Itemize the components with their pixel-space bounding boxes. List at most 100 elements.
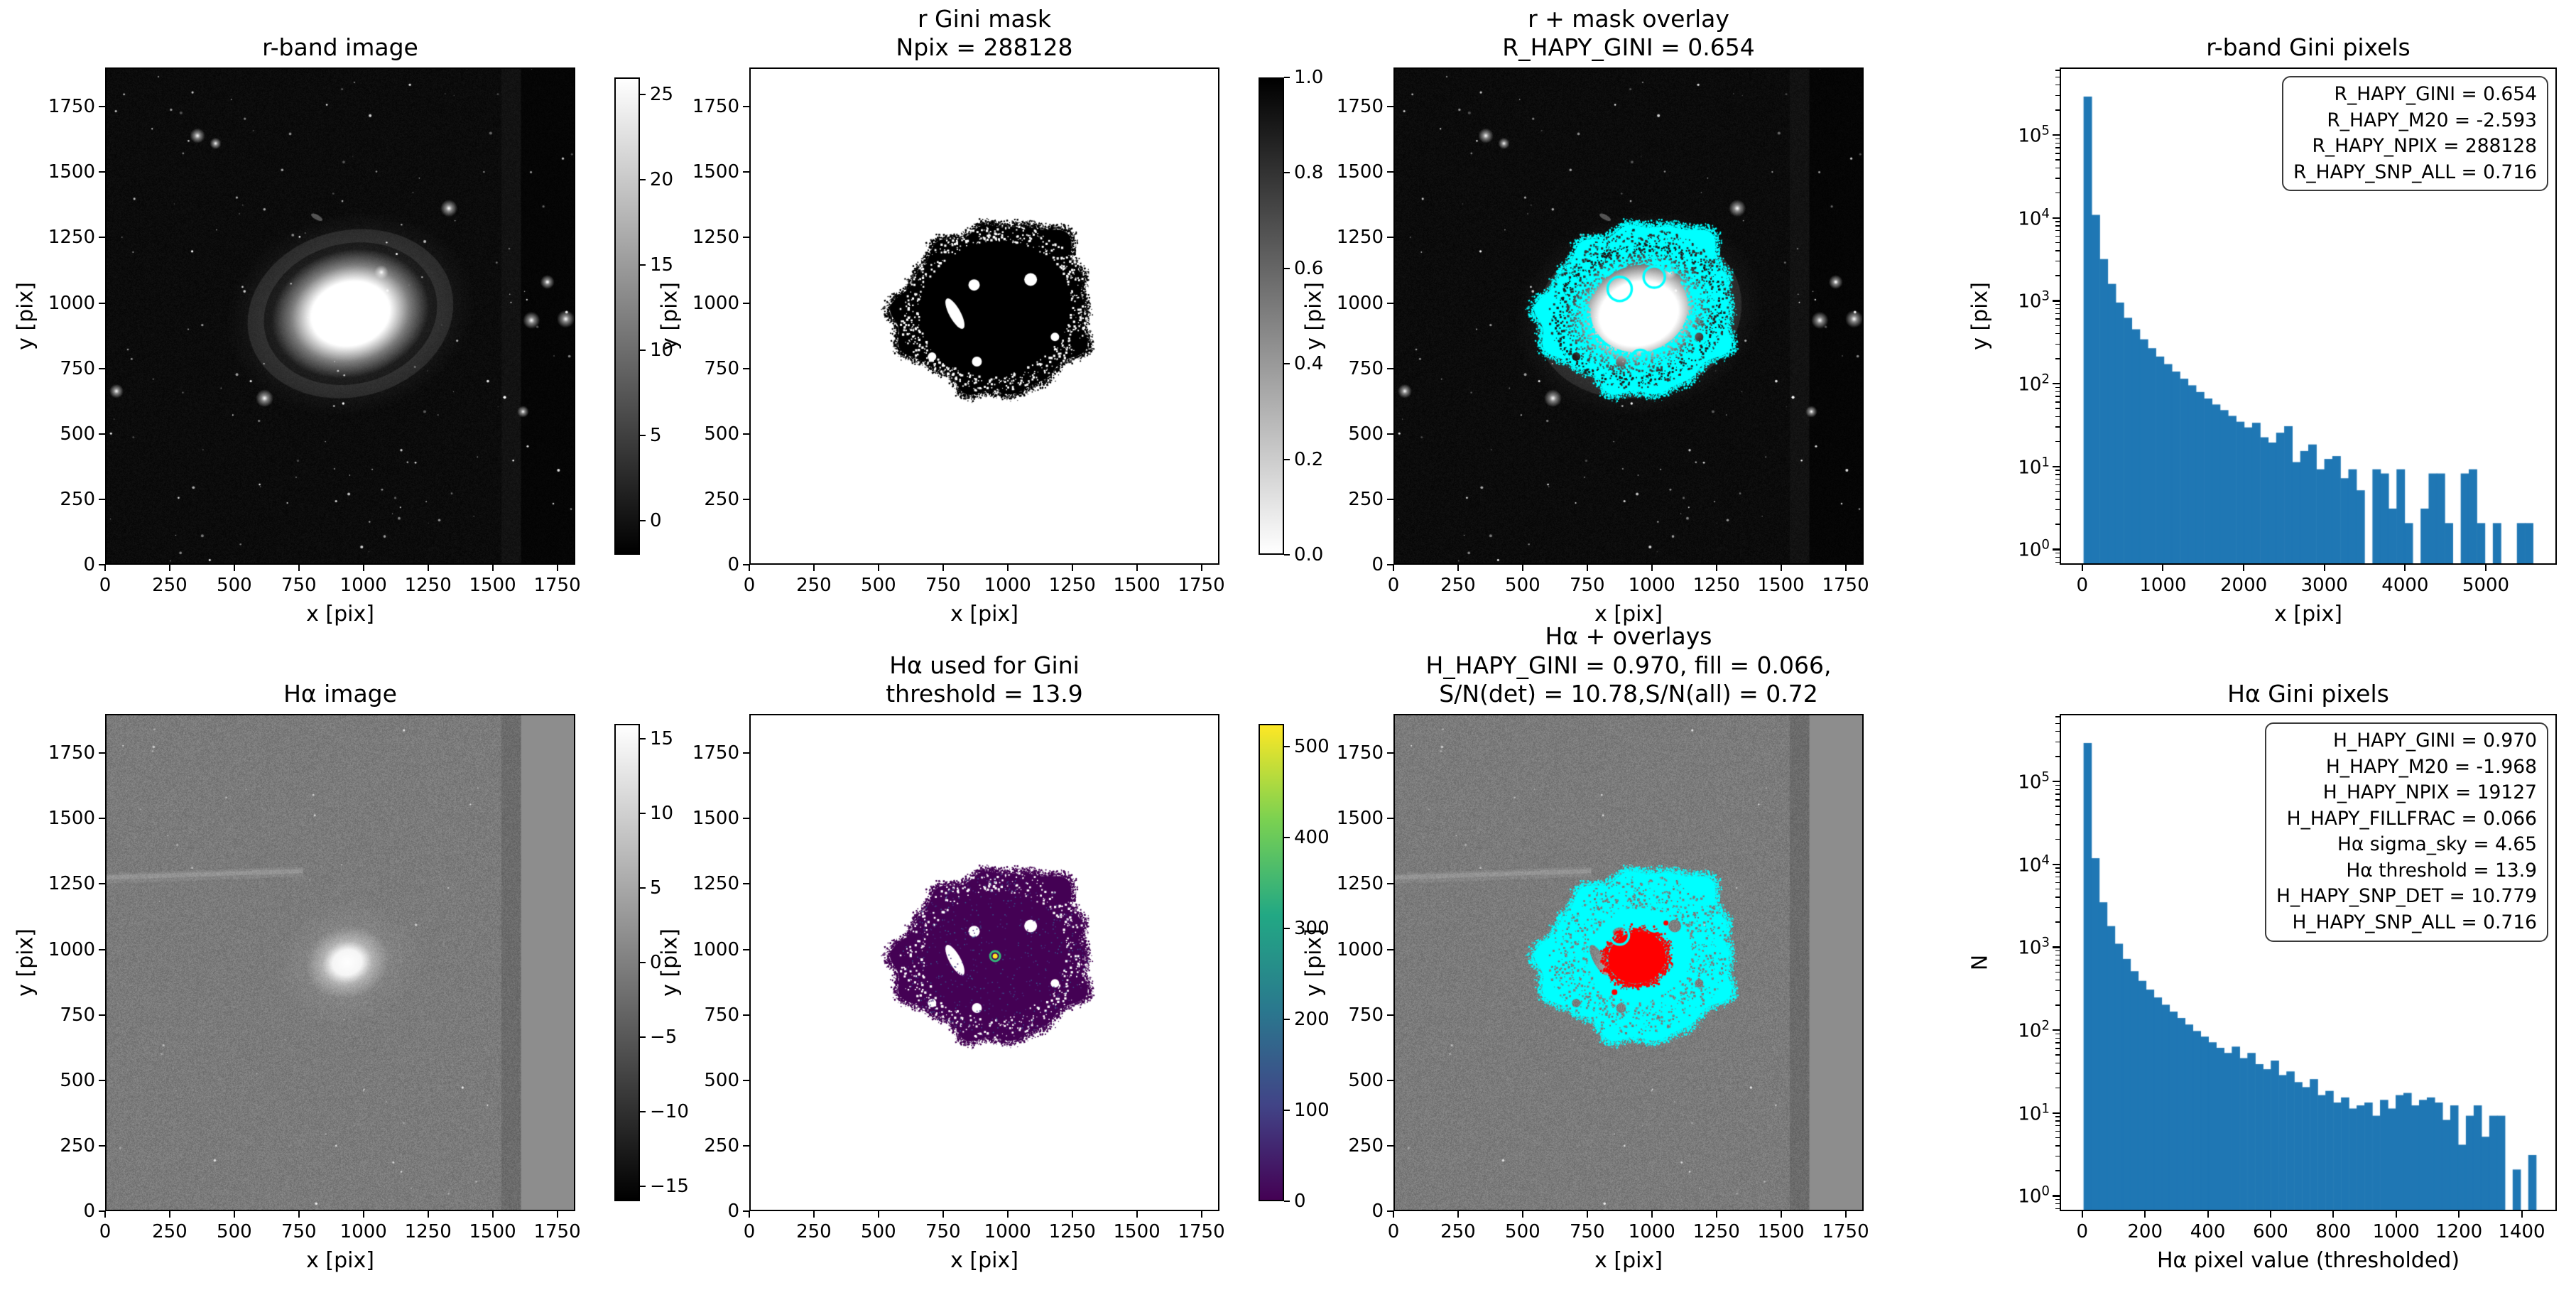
- x-tick-mark: [1651, 1211, 1653, 1218]
- y-minor-tick-mark: [2055, 561, 2060, 563]
- panel-title: Hα used for Gini threshold = 13.9: [886, 651, 1083, 708]
- y-tick-label: 750: [1348, 357, 1384, 379]
- y-tick-mark: [2053, 863, 2060, 865]
- y-tick-mark: [2053, 1195, 2060, 1197]
- y-minor-tick-mark: [2055, 1125, 2060, 1127]
- x-tick-label: 0: [1387, 575, 1400, 596]
- legend-line: R_HAPY_NPIX = 288128: [2312, 135, 2537, 158]
- y-tick-label: 250: [704, 1134, 739, 1156]
- y-tick-label: 1000: [48, 292, 95, 314]
- x-tick-label: 500: [1505, 575, 1540, 596]
- y-tick-mark: [99, 171, 105, 173]
- y-minor-tick-mark: [2055, 275, 2060, 276]
- y-minor-tick-mark: [2055, 303, 2060, 305]
- colorbar-tick-mark: [640, 350, 646, 351]
- y-tick-label: 1000: [48, 938, 95, 960]
- colorbar-tick-mark: [640, 1186, 646, 1187]
- colorbar-tick-mark: [640, 738, 646, 739]
- colorbar-tick-label: −15: [650, 1176, 689, 1197]
- y-tick-mark: [1387, 498, 1393, 500]
- y-tick-mark: [99, 1210, 105, 1212]
- x-tick-mark: [1780, 1211, 1782, 1218]
- y-tick-mark: [2053, 465, 2060, 467]
- x-tick-label: 1250: [404, 1221, 452, 1242]
- colorbar-tick-mark: [640, 1036, 646, 1038]
- y-minor-tick-mark: [2055, 221, 2060, 222]
- y-tick-label: 1750: [692, 742, 739, 764]
- legend-line: R_HAPY_SNP_ALL = 0.716: [2293, 161, 2537, 183]
- x-tick-mark: [1715, 1211, 1717, 1218]
- y-minor-tick-mark: [2055, 229, 2060, 232]
- y-tick-label: 101: [2018, 1101, 2050, 1125]
- y-minor-tick-mark: [2055, 313, 2060, 315]
- y-minor-tick-mark: [2055, 343, 2060, 345]
- x-tick-label: 1500: [1757, 575, 1805, 596]
- x-tick-mark: [362, 1211, 364, 1218]
- halpha-histogram-canvas: [2061, 715, 2555, 1210]
- r-gini-mask-canvas: [751, 69, 1218, 563]
- y-minor-tick-mark: [2055, 813, 2060, 816]
- x-tick-mark: [1715, 565, 1717, 571]
- x-tick-label: 750: [925, 1221, 961, 1242]
- x-tick-mark: [942, 565, 944, 571]
- x-tick-label: 0: [743, 1221, 756, 1242]
- y-tick-mark: [1387, 433, 1393, 435]
- y-minor-tick-mark: [2055, 474, 2060, 475]
- y-tick-mark: [2053, 1029, 2060, 1031]
- y-tick-mark: [743, 1079, 749, 1081]
- y-tick-label: 1250: [1336, 227, 1384, 249]
- x-tick-mark: [556, 1211, 558, 1218]
- colorbar-tick-label: 0.4: [1294, 353, 1324, 375]
- y-minor-tick-mark: [2055, 332, 2060, 335]
- panel-title: Hα + overlays H_HAPY_GINI = 0.970, fill …: [1425, 622, 1832, 708]
- x-tick-label: 3000: [2300, 575, 2348, 596]
- x-axis-label: x [pix]: [306, 1248, 374, 1273]
- panel-title: r + mask overlay R_HAPY_GINI = 0.654: [1502, 4, 1755, 61]
- y-tick-label: 101: [2018, 455, 2050, 478]
- y-tick-mark: [99, 883, 105, 885]
- x-tick-label: 1750: [1178, 575, 1225, 596]
- x-tick-label: 1500: [469, 1221, 516, 1242]
- x-tick-mark: [1393, 565, 1394, 571]
- x-tick-mark: [233, 565, 235, 571]
- colorbar-tick-mark: [640, 94, 646, 95]
- x-tick-mark: [233, 1211, 235, 1218]
- y-tick-mark: [743, 1014, 749, 1016]
- y-minor-tick-mark: [2055, 1042, 2060, 1044]
- x-tick-mark: [1457, 1211, 1459, 1218]
- x-tick-label: 2000: [2219, 575, 2268, 596]
- x-tick-label: 600: [2253, 1221, 2288, 1242]
- x-tick-mark: [1521, 1211, 1523, 1218]
- x-axis-label: x [pix]: [1594, 1248, 1663, 1273]
- x-axis-label: x [pix]: [950, 602, 1018, 627]
- colorbar-tick-mark: [1284, 172, 1290, 174]
- y-tick-mark: [1387, 106, 1393, 108]
- y-minor-tick-mark: [2055, 484, 2060, 486]
- colorbar-tick-mark: [1284, 1201, 1290, 1202]
- x-tick-mark: [1780, 565, 1782, 571]
- y-tick-label: 104: [2018, 852, 2050, 876]
- y-tick-label: 1250: [1336, 873, 1384, 895]
- y-tick-mark: [1387, 1144, 1393, 1147]
- y-tick-label: 1250: [48, 873, 95, 895]
- y-tick-mark: [99, 302, 105, 304]
- y-tick-mark: [1387, 883, 1393, 885]
- y-tick-label: 1250: [692, 227, 739, 249]
- y-minor-tick-mark: [2055, 1145, 2060, 1147]
- colorbar-tick-label: 5: [650, 877, 662, 899]
- y-minor-tick-mark: [2055, 416, 2060, 418]
- colorbar-tick-label: 10: [650, 803, 674, 824]
- colorbar-tick-label: 0.2: [1294, 448, 1324, 470]
- colorbar-tick-mark: [1284, 363, 1290, 365]
- colorbar-tick-label: 0: [650, 510, 662, 531]
- y-tick-mark: [1387, 1014, 1393, 1016]
- y-tick-label: 250: [60, 1134, 95, 1156]
- y-minor-tick-mark: [2055, 109, 2060, 111]
- x-axis-label: x [pix]: [950, 1248, 1018, 1273]
- y-tick-label: 1500: [48, 808, 95, 830]
- y-tick-label: 750: [704, 357, 739, 379]
- y-minor-tick-mark: [2055, 1120, 2060, 1122]
